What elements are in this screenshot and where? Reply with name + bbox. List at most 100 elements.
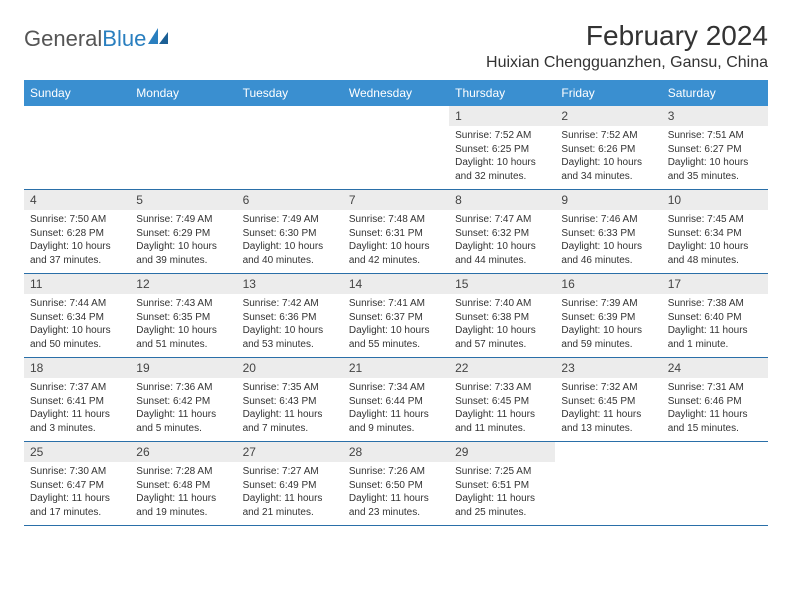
- day-number: 6: [237, 190, 343, 210]
- day-data: Sunrise: 7:30 AMSunset: 6:47 PMDaylight:…: [24, 462, 130, 525]
- day-number: 18: [24, 358, 130, 378]
- day-number: [24, 106, 130, 112]
- day-cell: 20Sunrise: 7:35 AMSunset: 6:43 PMDayligh…: [237, 358, 343, 441]
- sunrise-text: Sunrise: 7:43 AM: [136, 297, 230, 311]
- sunset-text: Sunset: 6:39 PM: [561, 311, 655, 325]
- sunrise-text: Sunrise: 7:33 AM: [455, 381, 549, 395]
- sunrise-text: Sunrise: 7:52 AM: [455, 129, 549, 143]
- day-cell: 16Sunrise: 7:39 AMSunset: 6:39 PMDayligh…: [555, 274, 661, 357]
- day-number: 12: [130, 274, 236, 294]
- day-data: Sunrise: 7:39 AMSunset: 6:39 PMDaylight:…: [555, 294, 661, 357]
- day-cell: 26Sunrise: 7:28 AMSunset: 6:48 PMDayligh…: [130, 442, 236, 525]
- sunset-text: Sunset: 6:45 PM: [455, 395, 549, 409]
- day-cell: 10Sunrise: 7:45 AMSunset: 6:34 PMDayligh…: [662, 190, 768, 273]
- month-title: February 2024: [486, 20, 768, 52]
- day-header: Sunday: [24, 80, 130, 106]
- sunset-text: Sunset: 6:40 PM: [668, 311, 762, 325]
- day-cell: [555, 442, 661, 525]
- day-cell: 2Sunrise: 7:52 AMSunset: 6:26 PMDaylight…: [555, 106, 661, 189]
- daylight-text: Daylight: 11 hours and 11 minutes.: [455, 408, 549, 435]
- daylight-text: Daylight: 11 hours and 21 minutes.: [243, 492, 337, 519]
- location: Huixian Chengguanzhen, Gansu, China: [486, 54, 768, 72]
- day-number: 10: [662, 190, 768, 210]
- day-cell: 18Sunrise: 7:37 AMSunset: 6:41 PMDayligh…: [24, 358, 130, 441]
- day-data: Sunrise: 7:36 AMSunset: 6:42 PMDaylight:…: [130, 378, 236, 441]
- day-number: 23: [555, 358, 661, 378]
- day-header-row: Sunday Monday Tuesday Wednesday Thursday…: [24, 80, 768, 106]
- day-cell: 4Sunrise: 7:50 AMSunset: 6:28 PMDaylight…: [24, 190, 130, 273]
- day-cell: 12Sunrise: 7:43 AMSunset: 6:35 PMDayligh…: [130, 274, 236, 357]
- day-number: 4: [24, 190, 130, 210]
- daylight-text: Daylight: 10 hours and 55 minutes.: [349, 324, 443, 351]
- day-cell: 13Sunrise: 7:42 AMSunset: 6:36 PMDayligh…: [237, 274, 343, 357]
- day-header: Wednesday: [343, 80, 449, 106]
- day-data: Sunrise: 7:52 AMSunset: 6:25 PMDaylight:…: [449, 126, 555, 189]
- sunrise-text: Sunrise: 7:27 AM: [243, 465, 337, 479]
- day-cell: 5Sunrise: 7:49 AMSunset: 6:29 PMDaylight…: [130, 190, 236, 273]
- sunset-text: Sunset: 6:29 PM: [136, 227, 230, 241]
- daylight-text: Daylight: 10 hours and 42 minutes.: [349, 240, 443, 267]
- sunrise-text: Sunrise: 7:26 AM: [349, 465, 443, 479]
- day-number: 29: [449, 442, 555, 462]
- sunrise-text: Sunrise: 7:38 AM: [668, 297, 762, 311]
- day-data: Sunrise: 7:50 AMSunset: 6:28 PMDaylight:…: [24, 210, 130, 273]
- day-data: Sunrise: 7:33 AMSunset: 6:45 PMDaylight:…: [449, 378, 555, 441]
- sunset-text: Sunset: 6:34 PM: [30, 311, 124, 325]
- daylight-text: Daylight: 11 hours and 7 minutes.: [243, 408, 337, 435]
- sunset-text: Sunset: 6:37 PM: [349, 311, 443, 325]
- daylight-text: Daylight: 10 hours and 53 minutes.: [243, 324, 337, 351]
- daylight-text: Daylight: 10 hours and 46 minutes.: [561, 240, 655, 267]
- daylight-text: Daylight: 11 hours and 9 minutes.: [349, 408, 443, 435]
- day-cell: [343, 106, 449, 189]
- day-number: 11: [24, 274, 130, 294]
- sunrise-text: Sunrise: 7:51 AM: [668, 129, 762, 143]
- sunrise-text: Sunrise: 7:52 AM: [561, 129, 655, 143]
- sunrise-text: Sunrise: 7:42 AM: [243, 297, 337, 311]
- brand-part2: Blue: [102, 26, 146, 52]
- day-cell: 23Sunrise: 7:32 AMSunset: 6:45 PMDayligh…: [555, 358, 661, 441]
- sunset-text: Sunset: 6:50 PM: [349, 479, 443, 493]
- brand-part1: General: [24, 26, 102, 52]
- daylight-text: Daylight: 10 hours and 50 minutes.: [30, 324, 124, 351]
- day-number: [555, 442, 661, 448]
- sunset-text: Sunset: 6:48 PM: [136, 479, 230, 493]
- sunrise-text: Sunrise: 7:47 AM: [455, 213, 549, 227]
- day-number: 19: [130, 358, 236, 378]
- day-number: 9: [555, 190, 661, 210]
- day-cell: 19Sunrise: 7:36 AMSunset: 6:42 PMDayligh…: [130, 358, 236, 441]
- day-header: Tuesday: [237, 80, 343, 106]
- daylight-text: Daylight: 10 hours and 32 minutes.: [455, 156, 549, 183]
- sunset-text: Sunset: 6:35 PM: [136, 311, 230, 325]
- sunrise-text: Sunrise: 7:45 AM: [668, 213, 762, 227]
- daylight-text: Daylight: 11 hours and 3 minutes.: [30, 408, 124, 435]
- day-number: 14: [343, 274, 449, 294]
- sunset-text: Sunset: 6:44 PM: [349, 395, 443, 409]
- day-number: [237, 106, 343, 112]
- day-data: Sunrise: 7:25 AMSunset: 6:51 PMDaylight:…: [449, 462, 555, 525]
- day-number: [343, 106, 449, 112]
- sunset-text: Sunset: 6:31 PM: [349, 227, 443, 241]
- daylight-text: Daylight: 11 hours and 15 minutes.: [668, 408, 762, 435]
- daylight-text: Daylight: 11 hours and 23 minutes.: [349, 492, 443, 519]
- day-data: Sunrise: 7:49 AMSunset: 6:30 PMDaylight:…: [237, 210, 343, 273]
- day-cell: 17Sunrise: 7:38 AMSunset: 6:40 PMDayligh…: [662, 274, 768, 357]
- sunset-text: Sunset: 6:26 PM: [561, 143, 655, 157]
- sunrise-text: Sunrise: 7:41 AM: [349, 297, 443, 311]
- daylight-text: Daylight: 11 hours and 17 minutes.: [30, 492, 124, 519]
- day-number: 1: [449, 106, 555, 126]
- day-number: 20: [237, 358, 343, 378]
- day-cell: [237, 106, 343, 189]
- day-cell: 14 Sunrise: 7:41 AMSunset: 6:37 PMDayligh…: [343, 274, 449, 357]
- day-cell: 27Sunrise: 7:27 AMSunset: 6:49 PMDayligh…: [237, 442, 343, 525]
- daylight-text: Daylight: 10 hours and 34 minutes.: [561, 156, 655, 183]
- sunset-text: Sunset: 6:42 PM: [136, 395, 230, 409]
- day-data: Sunrise: 7:34 AMSunset: 6:44 PMDaylight:…: [343, 378, 449, 441]
- day-number: 26: [130, 442, 236, 462]
- day-data: Sunrise: 7:43 AMSunset: 6:35 PMDaylight:…: [130, 294, 236, 357]
- day-cell: 6Sunrise: 7:49 AMSunset: 6:30 PMDaylight…: [237, 190, 343, 273]
- day-data: Sunrise: 7:38 AMSunset: 6:40 PMDaylight:…: [662, 294, 768, 357]
- day-cell: [662, 442, 768, 525]
- day-cell: 15Sunrise: 7:40 AMSunset: 6:38 PMDayligh…: [449, 274, 555, 357]
- sunrise-text: Sunrise: 7:35 AM: [243, 381, 337, 395]
- sunset-text: Sunset: 6:47 PM: [30, 479, 124, 493]
